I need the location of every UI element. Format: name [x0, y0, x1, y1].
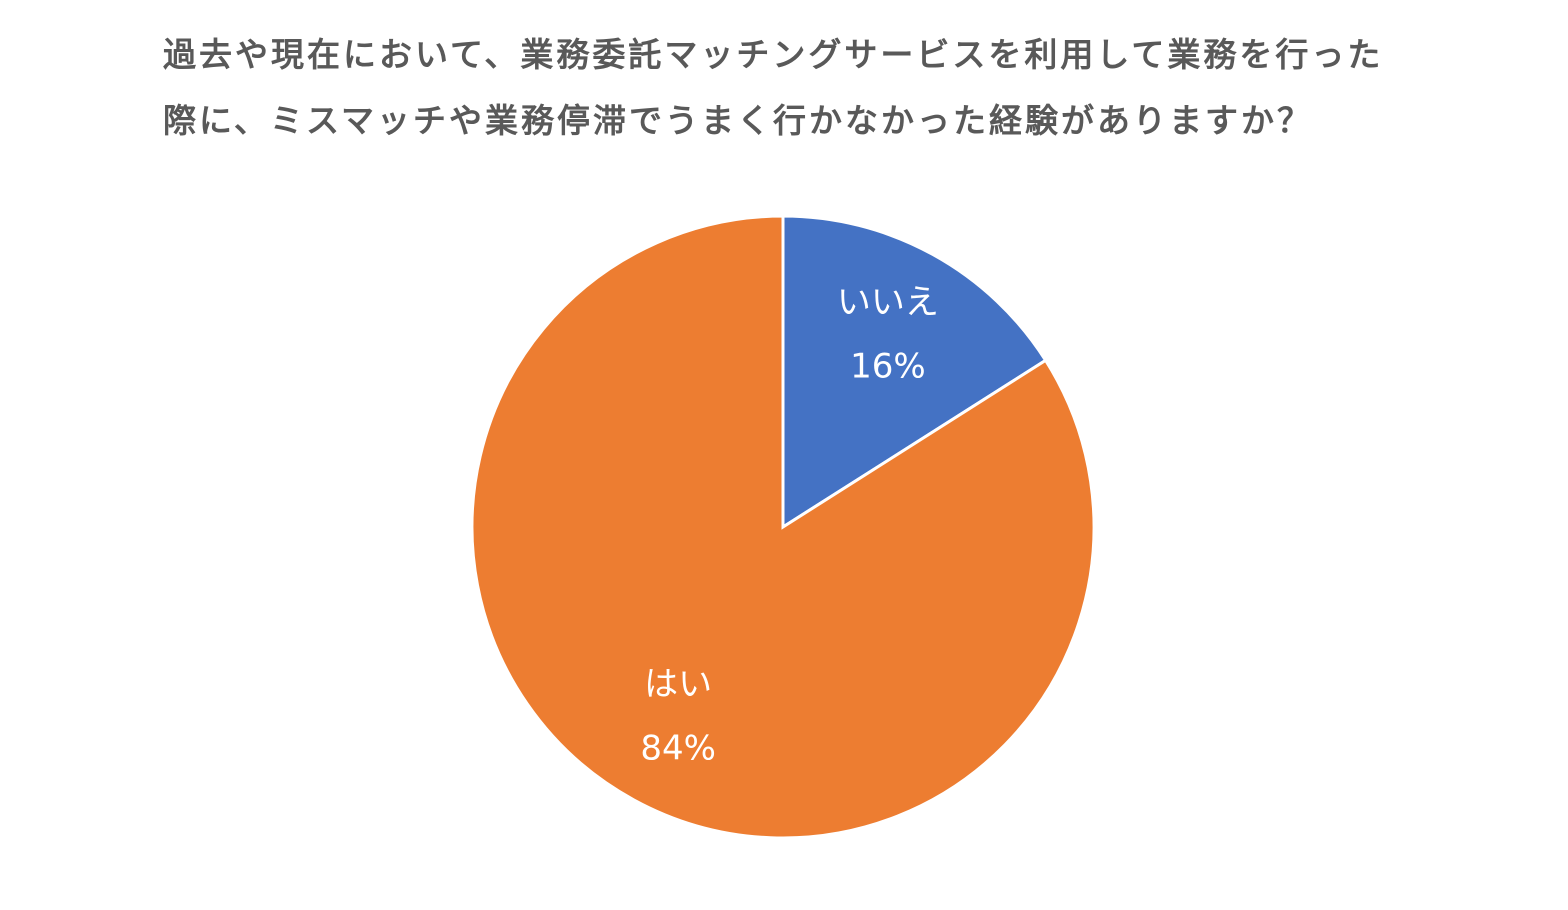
slice-category-label: はい: [644, 664, 712, 704]
slice-value-label: 16%: [850, 347, 926, 387]
chart-title: 過去や現在において、業務委託マッチングサービスを利用して業務を行った際に、ミスマ…: [163, 35, 1384, 140]
pie-slice: [470, 214, 1096, 840]
pie-slice: [781, 214, 1048, 530]
slice-category-label: いいえ: [837, 283, 939, 323]
slice-value-label: 84%: [640, 728, 716, 768]
